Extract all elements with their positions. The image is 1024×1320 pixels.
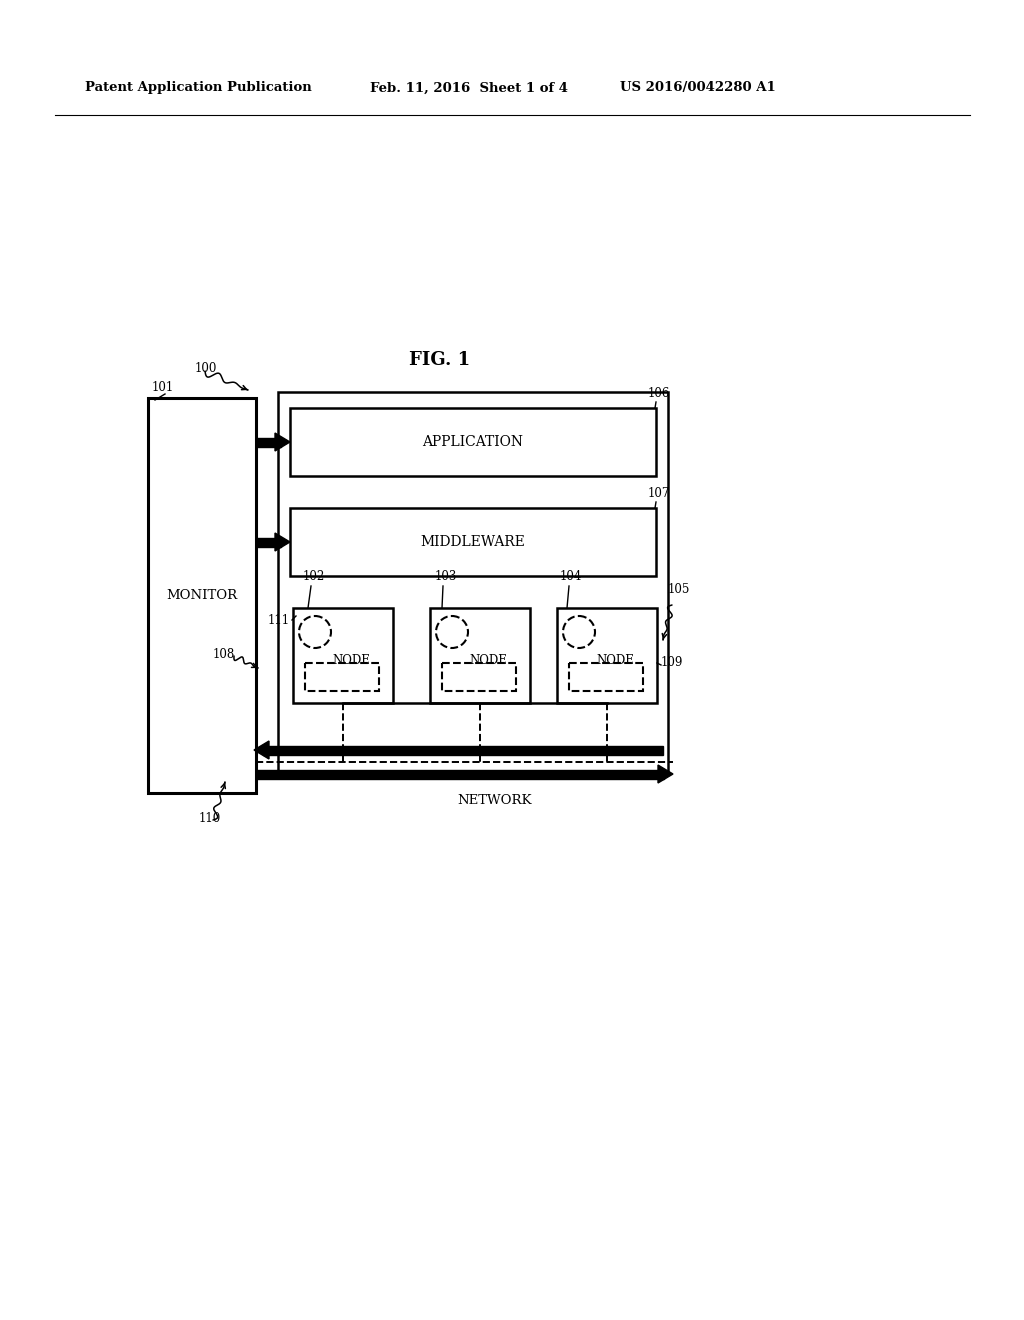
- Text: MONITOR: MONITOR: [167, 589, 238, 602]
- Bar: [293, 609, 393, 704]
- Text: FIG. 1: FIG. 1: [410, 351, 471, 370]
- Bar: [148, 399, 256, 793]
- Polygon shape: [254, 741, 269, 759]
- Bar: [557, 609, 657, 704]
- Text: 109: 109: [662, 656, 683, 669]
- Text: 110: 110: [199, 812, 221, 825]
- Bar: [305, 663, 379, 690]
- Text: APPLICATION: APPLICATION: [423, 436, 523, 449]
- Bar: [442, 663, 516, 690]
- Polygon shape: [275, 533, 290, 550]
- Text: 101: 101: [152, 381, 174, 393]
- Text: NODE: NODE: [469, 653, 507, 667]
- Bar: [569, 663, 643, 690]
- Text: 102: 102: [303, 570, 326, 583]
- Text: Feb. 11, 2016  Sheet 1 of 4: Feb. 11, 2016 Sheet 1 of 4: [370, 82, 568, 95]
- Bar: [256, 770, 664, 779]
- Bar: [256, 437, 281, 446]
- Text: 100: 100: [195, 362, 217, 375]
- Text: 111: 111: [268, 614, 290, 627]
- Text: 106: 106: [648, 387, 671, 400]
- Text: US 2016/0042280 A1: US 2016/0042280 A1: [620, 82, 776, 95]
- Text: 108: 108: [213, 648, 234, 661]
- Bar: [278, 392, 668, 772]
- Text: 107: 107: [648, 487, 671, 500]
- Text: NETWORK: NETWORK: [458, 793, 531, 807]
- Text: MIDDLEWARE: MIDDLEWARE: [421, 535, 525, 549]
- Circle shape: [563, 616, 595, 648]
- Text: NODE: NODE: [596, 653, 634, 667]
- Polygon shape: [275, 433, 290, 451]
- Bar: [263, 746, 663, 755]
- Text: 105: 105: [668, 583, 690, 597]
- Bar: [256, 537, 281, 546]
- Text: 103: 103: [435, 570, 458, 583]
- Circle shape: [436, 616, 468, 648]
- Polygon shape: [658, 766, 673, 783]
- Text: NODE: NODE: [332, 653, 370, 667]
- Text: 104: 104: [560, 570, 583, 583]
- Bar: [430, 609, 530, 704]
- Text: Patent Application Publication: Patent Application Publication: [85, 82, 311, 95]
- Circle shape: [299, 616, 331, 648]
- Bar: [290, 508, 656, 576]
- Bar: [290, 408, 656, 477]
